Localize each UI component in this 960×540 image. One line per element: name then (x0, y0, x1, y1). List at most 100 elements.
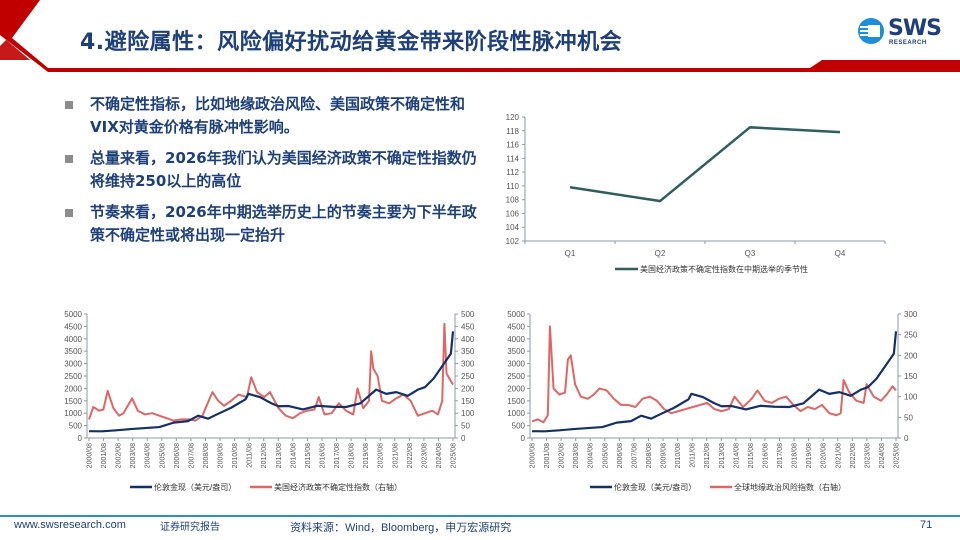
left-axis-tick: 4500 (507, 322, 525, 331)
right-axis-tick: 400 (461, 335, 475, 344)
left-axis-tick: 1500 (507, 397, 525, 406)
x-tick-label: 2015/08 (748, 443, 755, 468)
bullet-square-icon (65, 209, 73, 217)
right-axis-tick: 100 (461, 409, 475, 418)
page-number: 71 (920, 519, 933, 531)
left-axis-tick: 0 (521, 434, 526, 443)
right-axis-tick: 150 (461, 397, 475, 406)
bullet-item: 节奏来看，2026年中期选举历史上的节奏主要为下半年政策不确定性或将出现一定抬升 (62, 201, 482, 247)
x-tick-label: 2017/08 (777, 443, 784, 468)
x-tick-label: 2022/08 (407, 443, 414, 468)
x-tick-label: 2008/08 (203, 443, 210, 468)
right-axis-tick: 50 (904, 413, 913, 422)
x-tick-label: 2006/08 (174, 443, 181, 468)
y-tick-label: 118 (506, 127, 519, 136)
x-tick-label: 2020/08 (378, 443, 385, 468)
y-tick-label: 108 (506, 196, 520, 205)
left-axis-tick: 3000 (64, 360, 82, 369)
x-tick-label: 2024/08 (436, 443, 443, 468)
y-tick-label: 120 (506, 113, 520, 122)
left-axis-tick: 500 (512, 422, 526, 431)
left-axis-tick: 3000 (507, 360, 525, 369)
x-tick-label: 2015/08 (305, 443, 312, 468)
x-tick-label: 2018/08 (349, 443, 356, 468)
right-axis-tick: 100 (904, 393, 918, 402)
x-tick-label: 2012/08 (704, 443, 711, 468)
x-tick-label: 2003/08 (573, 443, 580, 468)
x-tick-label: 2009/08 (218, 443, 225, 468)
x-tick-label: Q4 (835, 249, 846, 258)
right-axis-tick: 300 (461, 360, 475, 369)
x-tick-label: 2002/08 (116, 443, 123, 468)
y-tick-label: 116 (506, 141, 519, 150)
y-tick-label: 112 (506, 168, 519, 177)
y-tick-label: 102 (506, 237, 520, 246)
x-tick-label: 2024/08 (879, 443, 886, 468)
right-axis-tick: 350 (461, 347, 475, 356)
x-tick-label: 2012/08 (261, 443, 268, 468)
x-tick-label: 2016/08 (762, 443, 769, 468)
x-tick-label: 2025/08 (894, 443, 901, 468)
left-axis-tick: 1500 (64, 397, 82, 406)
logo-text: SWS (888, 16, 942, 41)
left-axis-tick: 1000 (64, 409, 82, 418)
sws-logo: SWS RESEARCH (858, 16, 944, 48)
footer-report-tag: 证券研究报告 (160, 522, 220, 533)
x-tick-label: 2002/08 (559, 443, 566, 468)
legend-label: 美国经济政策不确定性指数（右轴） (274, 482, 402, 492)
left-axis-tick: 5000 (64, 310, 82, 319)
x-tick-label: 2013/08 (276, 443, 283, 468)
y-tick-label: 114 (506, 154, 519, 163)
x-tick-label: 2021/08 (835, 443, 842, 468)
left-axis-tick: 500 (69, 422, 83, 431)
right-axis-tick: 250 (461, 372, 475, 381)
x-tick-label: Q3 (745, 249, 756, 258)
left-axis-tick: 4000 (507, 335, 525, 344)
left-axis-tick: 2000 (507, 384, 525, 393)
x-tick-label: 2020/08 (821, 443, 828, 468)
x-tick-label: 2001/08 (101, 443, 108, 468)
x-tick-label: 2019/08 (806, 443, 813, 468)
right-axis-tick: 200 (904, 351, 918, 360)
series-line (88, 331, 455, 433)
left-axis-tick: 2000 (64, 384, 82, 393)
bullet-text: 节奏来看，2026年中期选举历史上的节奏主要为下半年政策不确定性或将出现一定抬升 (90, 203, 477, 244)
x-tick-label: 2007/08 (631, 443, 638, 468)
x-tick-label: 2000/08 (87, 443, 94, 468)
gold-vs-epu-chart: 0500100015002000250030003500400045005000… (64, 310, 475, 492)
left-axis-tick: 4000 (64, 335, 82, 344)
gold-vs-gpr-chart: 0500100015002000250030003500400045005000… (507, 310, 918, 492)
header-decoration (0, 0, 960, 72)
logo-mark-icon (858, 18, 884, 44)
bullet-text: 总量来看，2026年我们认为美国经济政策不确定性指数仍将维持250以上的高位 (90, 149, 477, 190)
legend-label: 全球地缘政治风险指数（右轴） (734, 482, 846, 492)
x-tick-label: 2003/08 (130, 443, 137, 468)
right-axis-tick: 0 (904, 434, 909, 443)
footer-source: 资料来源：Wind，Bloomberg，申万宏源研究 (290, 522, 512, 534)
x-tick-label: 2025/08 (451, 443, 458, 468)
x-tick-label: 2018/08 (792, 443, 799, 468)
x-tick-label: 2016/08 (319, 443, 326, 468)
x-tick-label: 2004/08 (145, 443, 152, 468)
x-tick-label: Q2 (655, 249, 666, 258)
bullet-item: 不确定性指标，比如地缘政治风险、美国政策不确定性和VIX对黄金价格有脉冲性影响。 (62, 93, 482, 139)
y-tick-label: 110 (506, 182, 519, 191)
legend-label: 伦敦金现（美元/盎司） (614, 482, 696, 492)
bullet-square-icon (65, 101, 73, 109)
y-tick-label: 106 (506, 209, 520, 218)
x-tick-label: 2004/08 (588, 443, 595, 468)
footer-website-link[interactable]: www.swsresearch.com (14, 519, 126, 531)
right-axis-tick: 250 (904, 331, 918, 340)
x-tick-label: Q1 (565, 249, 576, 258)
series-line (531, 325, 897, 424)
legend-label: 伦敦金现（美元/盎司） (154, 482, 236, 492)
x-tick-label: 2013/08 (719, 443, 726, 468)
left-axis-tick: 0 (78, 434, 83, 443)
x-tick-label: 2006/08 (617, 443, 624, 468)
x-tick-label: 2014/08 (733, 443, 740, 468)
right-axis-tick: 150 (904, 372, 918, 381)
series-line (88, 322, 454, 422)
right-axis-tick: 200 (461, 384, 475, 393)
y-tick-label: 104 (506, 223, 520, 232)
left-axis-tick: 2500 (507, 372, 525, 381)
